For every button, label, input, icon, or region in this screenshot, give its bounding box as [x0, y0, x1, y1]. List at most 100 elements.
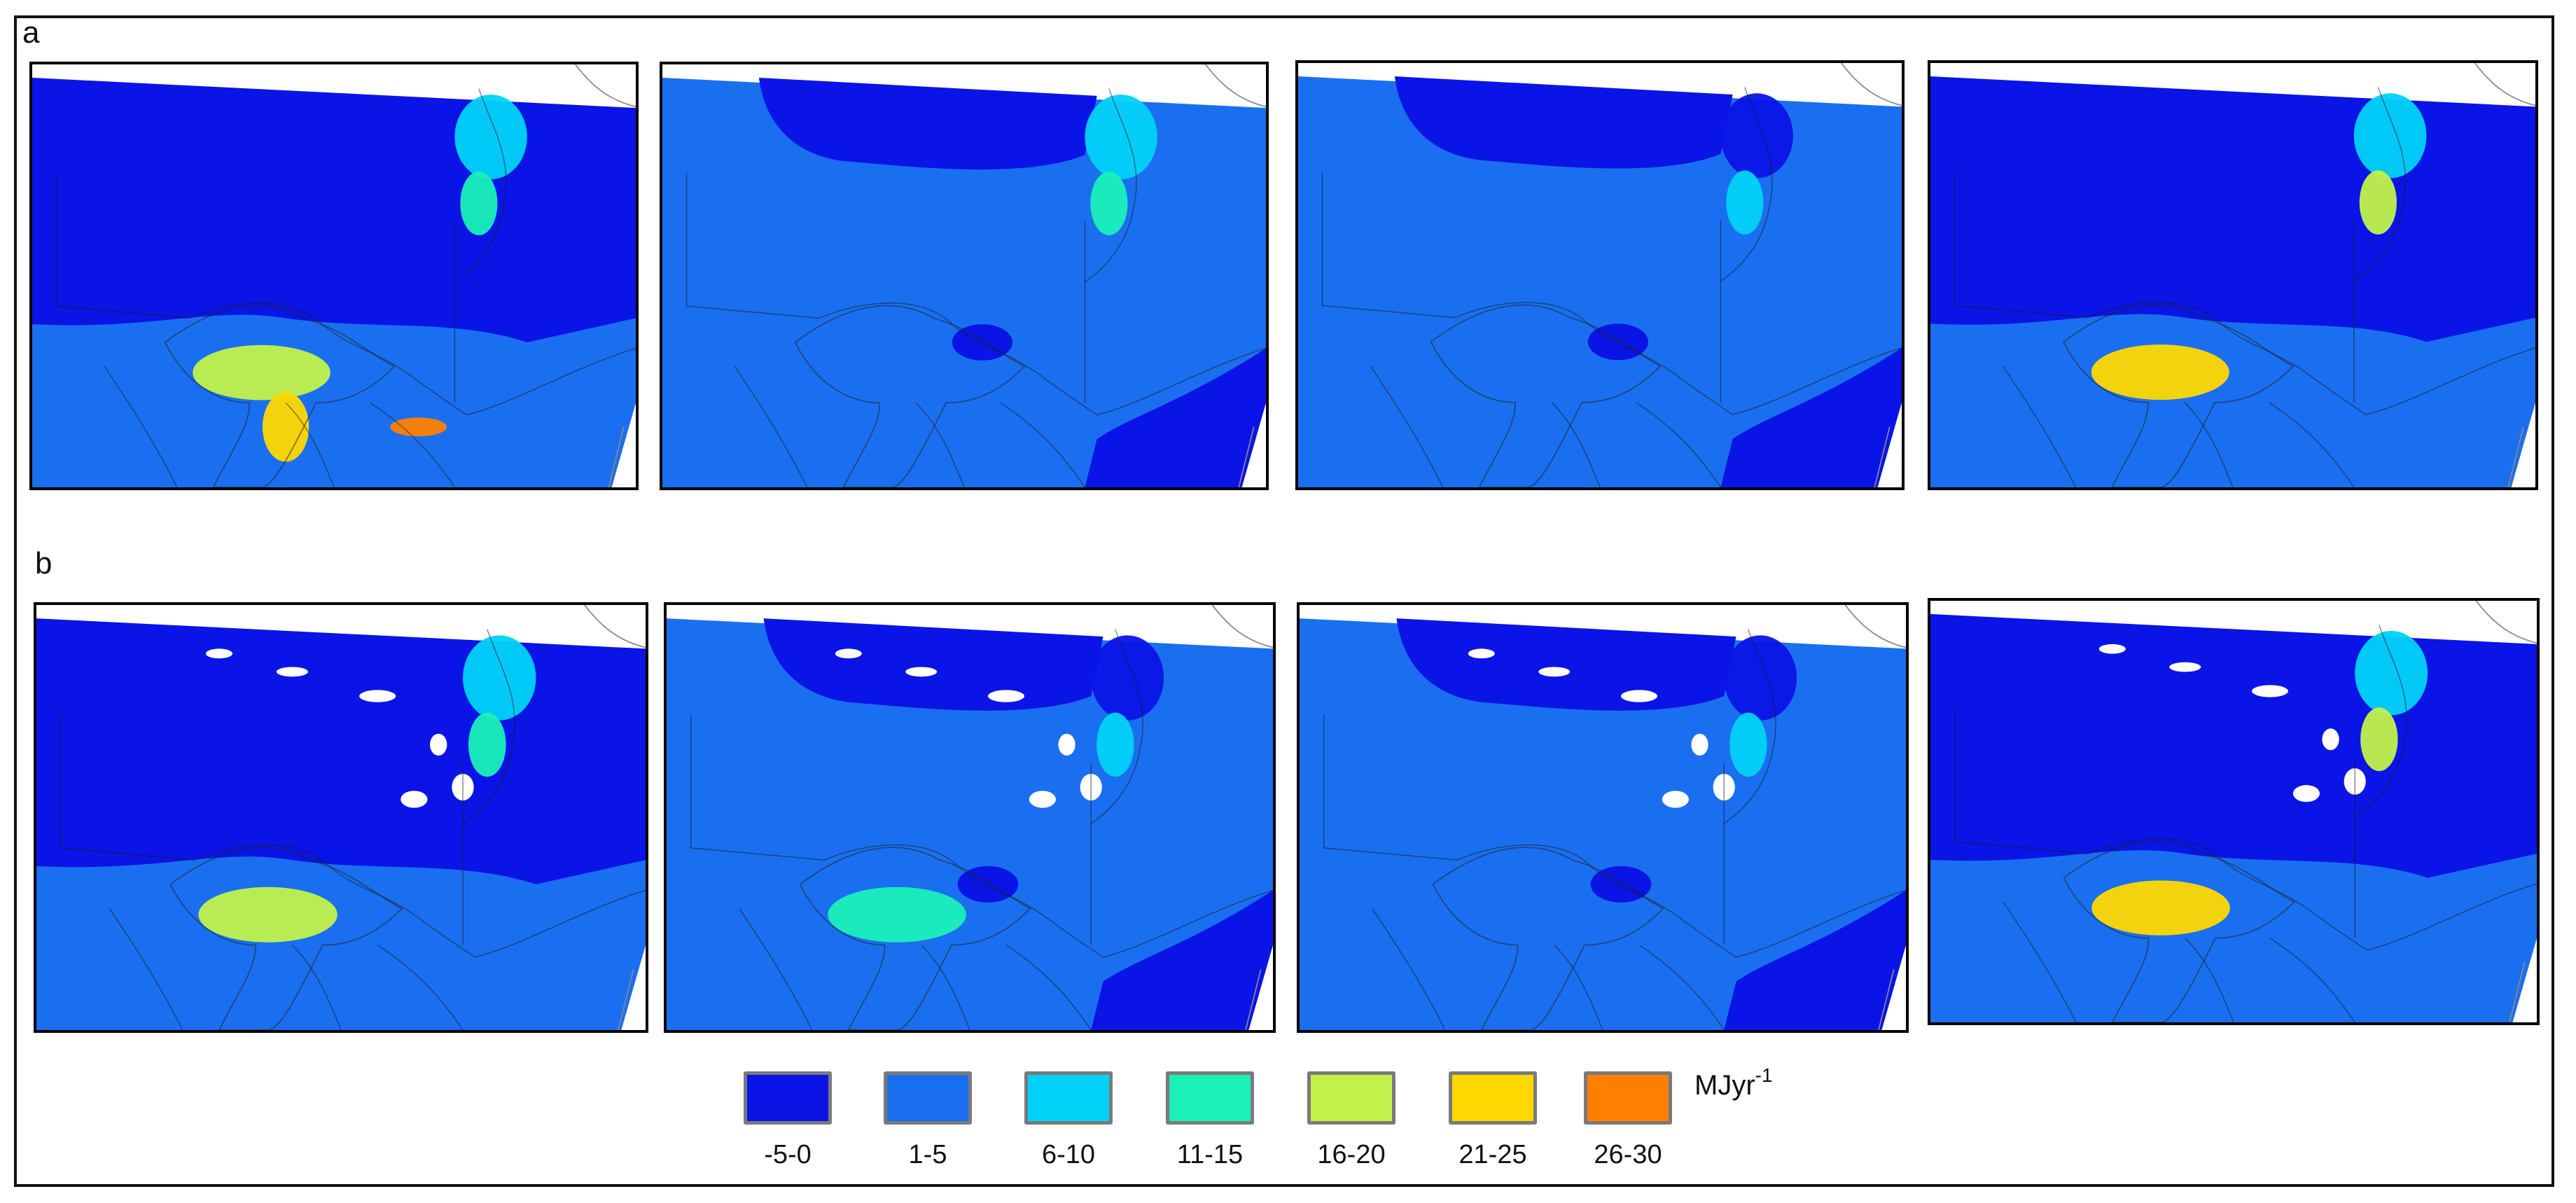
coastline	[1211, 605, 1273, 1030]
border-line	[2353, 87, 2407, 282]
border-line	[1323, 714, 1458, 861]
hotspot-16-20	[2360, 707, 2398, 772]
lake-outline	[164, 305, 396, 487]
coastline	[2475, 601, 2537, 1022]
legend-swatch	[744, 1071, 832, 1125]
legend-swatch	[1166, 1071, 1254, 1125]
border-line	[1456, 844, 1906, 958]
lake-outline	[2062, 304, 2295, 487]
hotspot--5-0	[1091, 635, 1164, 721]
legend-label: 6-10	[1041, 1140, 1096, 1169]
map-panel-a2	[660, 62, 1269, 490]
border-line	[462, 629, 515, 824]
map-panel-b4	[1928, 598, 2540, 1025]
class-region	[1724, 890, 1906, 1030]
no-data-patch	[1662, 791, 1689, 808]
border-line	[109, 908, 183, 1030]
no-data-patch	[430, 733, 447, 756]
border-line	[734, 366, 808, 487]
map-panel-b1	[34, 602, 648, 1033]
hotspot-11-15	[460, 171, 498, 236]
hotspot-6-10	[1726, 170, 1764, 235]
no-data-patch	[2251, 685, 2288, 697]
lake-outline	[1432, 847, 1665, 1030]
border-line	[915, 402, 965, 487]
legend-label: -5-0	[764, 1140, 812, 1169]
border-line	[2185, 938, 2234, 1022]
border-line	[685, 173, 820, 319]
map-panel-b3	[1297, 602, 1909, 1033]
map-surface	[667, 605, 1273, 1030]
map-surface	[1930, 601, 2537, 1022]
border-line	[291, 945, 342, 1030]
hotspot-11-15	[828, 886, 966, 943]
legend-label: 21-25	[1458, 1140, 1527, 1169]
border-line	[1372, 908, 1446, 1030]
coastline	[2474, 63, 2535, 487]
lake-outline	[1430, 304, 1662, 487]
border-line	[1954, 172, 2088, 319]
border-line	[1454, 302, 1902, 415]
unit-base: MJyr	[1694, 1070, 1755, 1101]
legend-swatch	[1449, 1071, 1537, 1125]
class-region	[1590, 865, 1652, 903]
border-line	[188, 303, 636, 416]
hotspot--5-0	[1720, 93, 1793, 179]
border-line	[2003, 901, 2077, 1022]
legend-label: 11-15	[1176, 1140, 1244, 1169]
hotspot-16-20	[2359, 170, 2397, 235]
border-line	[285, 402, 335, 487]
no-data-patch	[1029, 791, 1056, 808]
no-data-patch	[2322, 728, 2339, 751]
class-region	[758, 77, 1097, 170]
border-line	[1370, 366, 1444, 487]
legend-label: 26-30	[1594, 1140, 1662, 1169]
class-region	[1587, 324, 1648, 361]
hotspot-6-10	[463, 635, 536, 721]
lake-outline	[799, 847, 1032, 1030]
border-line	[2354, 625, 2407, 819]
hotspot-16-20	[193, 345, 330, 401]
border-line	[2269, 402, 2355, 487]
border-line	[1085, 88, 1137, 283]
map-surface	[36, 605, 646, 1030]
row-label-b: b	[35, 546, 53, 580]
map-surface	[662, 64, 1266, 487]
coastline	[1844, 605, 1906, 1030]
map-panel-a4	[1928, 60, 2538, 490]
hotspot-6-10	[454, 95, 527, 179]
border-line	[2269, 938, 2355, 1022]
class-region	[957, 865, 1019, 903]
legend-swatch	[1307, 1071, 1395, 1125]
legend-swatch	[1584, 1071, 1672, 1125]
class-region	[1394, 76, 1733, 169]
hotspot-11-15	[468, 712, 506, 777]
no-data-patch	[987, 690, 1024, 702]
hotspot-11-15	[1090, 171, 1128, 236]
no-data-patch	[401, 791, 428, 808]
class-region	[1085, 348, 1266, 487]
border-line	[1000, 402, 1085, 487]
no-data-patch	[205, 648, 233, 659]
border-line	[1005, 945, 1092, 1030]
border-line	[819, 303, 1266, 416]
no-data-patch	[1468, 648, 1495, 659]
border-line	[1954, 709, 2089, 854]
class-region	[1396, 618, 1736, 711]
border-line	[921, 945, 970, 1030]
no-data-patch	[359, 690, 396, 702]
border-line	[377, 945, 464, 1030]
hotspot-6-10	[1729, 712, 1767, 777]
no-data-patch	[276, 667, 309, 677]
hotspot-21-25	[262, 392, 309, 462]
legend-label: 1-5	[908, 1140, 947, 1169]
no-data-patch	[2098, 644, 2126, 654]
hotspot-16-20	[198, 886, 337, 943]
legend-unit: MJyr-1	[1694, 1064, 1773, 1101]
border-line	[823, 844, 1273, 958]
map-surface	[1300, 605, 1906, 1030]
coastline	[575, 64, 636, 487]
border-line	[739, 908, 813, 1030]
border-line	[55, 173, 190, 319]
border-line	[1636, 402, 1721, 487]
